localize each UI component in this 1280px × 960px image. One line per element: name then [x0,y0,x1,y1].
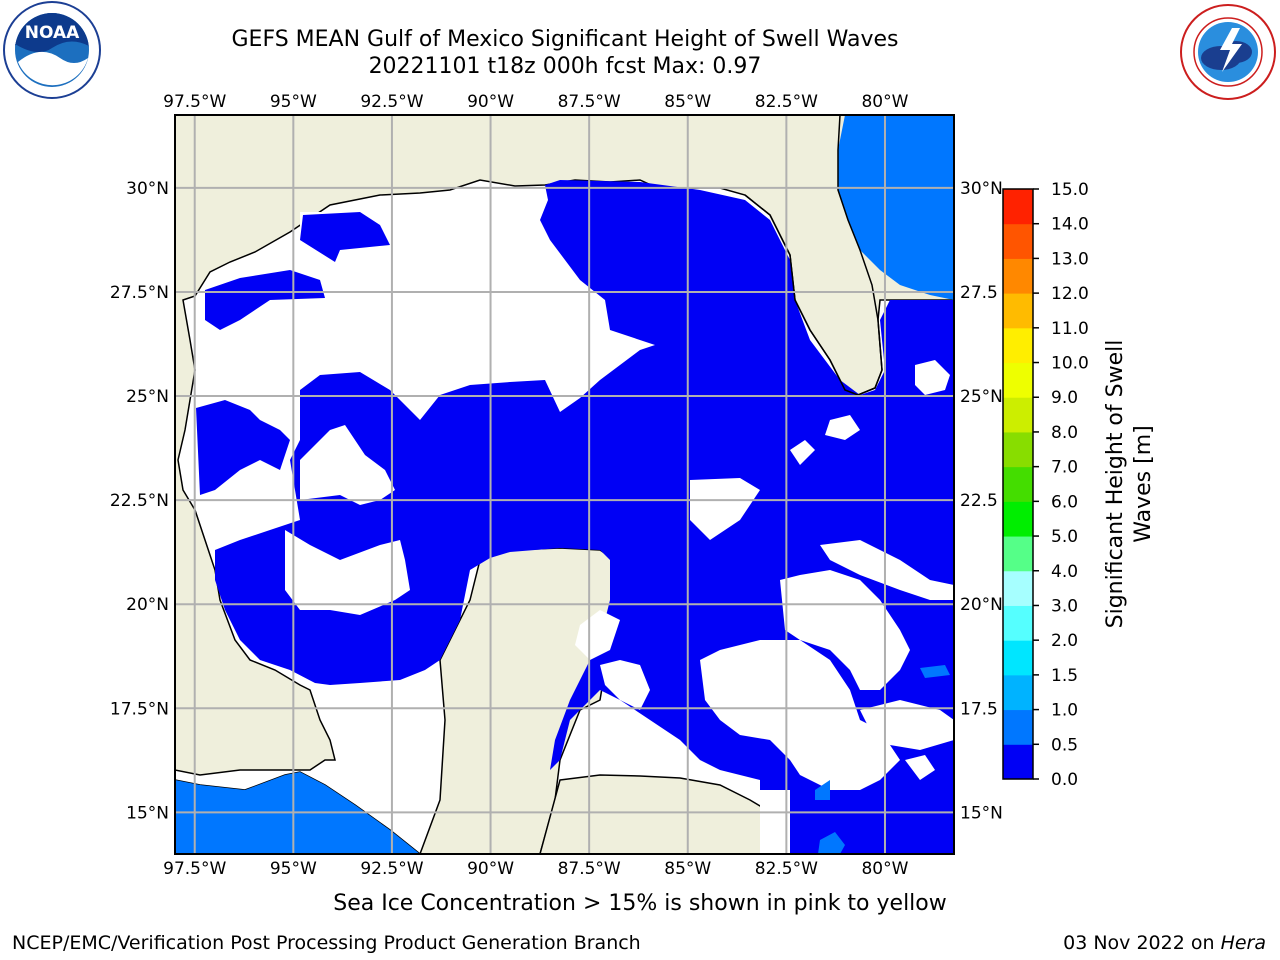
colorbar-tick-label: 15.0 [1051,180,1089,200]
colorbar-frame [1002,188,1034,780]
lon-label-top: 90°W [467,92,514,112]
colorbar-segment [1003,327,1033,364]
colorbar-tick-label: 5.0 [1051,527,1078,547]
lon-label-top: 82.5°W [755,92,818,112]
lon-label-top: 95°W [270,92,317,112]
colorbar-tick-label: 8.0 [1051,423,1078,443]
colorbar-tick-label: 7.0 [1051,458,1078,478]
colorbar-segment [1003,189,1033,225]
footer-host: Hera [1220,932,1266,954]
lon-labels-bottom: 97.5°W 95°W 92.5°W 90°W 87.5°W 85°W 82.5°W 80°W [163,859,908,879]
map-frame [174,114,955,855]
lon-label-bottom: 97.5°W [163,859,226,879]
florida-coast [744,115,883,396]
colorbar-tick-label: 2.0 [1051,631,1078,651]
chart-title: GEFS MEAN Gulf of Mexico Significant Hei… [231,27,899,52]
footer-date-text: 03 Nov 2022 on [1063,932,1221,954]
lon-label-top: 85°W [664,92,711,112]
colorbar-tick-label: 9.0 [1051,388,1078,408]
colorbar-segment [1003,501,1033,537]
lat-label-left: 22.5°N [110,491,169,511]
colorbar-tick-label: 1.5 [1051,666,1078,686]
colorbar-tick-label: 10.0 [1051,354,1089,374]
lon-label-top: 87.5°W [558,92,621,112]
lat-label-right: 15°N [960,803,1003,823]
colorbar-segment [1003,709,1033,745]
swell-zero-patches [285,360,954,854]
lat-label-left: 25°N [126,387,169,407]
chart-subtitle: 20221101 t18z 000h fcst Max: 0.97 [368,54,762,79]
colorbar-label-line2: Waves [m] [1131,425,1156,542]
colorbar-segment [1003,431,1033,468]
colorbar-segment [1003,744,1033,780]
colorbar-segment [1003,570,1033,606]
lat-label-right: 22.5 [960,491,998,511]
colorbar-label-line1: Significant Height of Swell [1103,340,1128,629]
colorbar-tick-label: 13.0 [1051,249,1089,269]
lon-label-bottom: 87.5°W [558,859,621,879]
colorbar-tick-label: 0.5 [1051,735,1078,755]
lat-label-right: 30°N [960,179,1003,199]
colorbar-segment [1003,258,1033,294]
colorbar-tick-label: 12.0 [1051,284,1089,304]
noaa-logo-text: NOAA [25,23,80,43]
colorbar-segment [1003,466,1033,502]
nws-logo-icon [1180,4,1276,100]
lon-label-top: 80°W [861,92,908,112]
lon-label-bottom: 92.5°W [360,859,423,879]
colorbar-segment [1003,362,1033,398]
lon-labels-top: 97.5°W 95°W 92.5°W 90°W 87.5°W 85°W 82.5°W 80°W [163,92,908,112]
sea-ice-note: Sea Ice Concentration > 15% is shown in … [333,891,947,916]
lat-label-left: 27.5°N [110,283,169,303]
colorbar-tick-label: 3.0 [1051,596,1078,616]
lat-label-left: 20°N [126,595,169,615]
lon-label-bottom: 85°W [664,859,711,879]
colorbar-segment [1003,605,1033,641]
colorbar-segment [1003,640,1033,676]
lon-label-bottom: 95°W [270,859,317,879]
colorbar-tick-label: 4.0 [1051,562,1078,582]
lat-label-left: 17.5°N [110,699,169,719]
lat-labels-left: 30°N 27.5°N 25°N 22.5°N 20°N 17.5°N 15°N [110,179,169,824]
footer-credit: NCEP/EMC/Verification Post Processing Pr… [12,932,641,954]
colorbar-tick-label: 14.0 [1051,215,1089,235]
lon-label-bottom: 82.5°W [755,859,818,879]
lat-label-left: 30°N [126,179,169,199]
lat-label-right: 17.5 [960,699,998,719]
graticule [175,115,954,854]
colorbar-ticks: 0.0 0.5 1.0 1.5 2.0 3.0 4.0 5.0 6.0 7.0 8.0 9.0 10.0… [1033,180,1089,790]
colorbar-segment [1003,397,1033,433]
colorbar-tick-label: 11.0 [1051,319,1089,339]
lon-label-bottom: 90°W [467,859,514,879]
lat-label-right: 20°N [960,595,1003,615]
central-america-land [539,774,781,854]
lat-label-left: 15°N [126,803,169,823]
colorbar-segment [1003,536,1033,572]
colorbar-segment [1003,674,1033,711]
lon-label-top: 92.5°W [360,92,423,112]
lat-labels-right: 30°N 27.5 25°N 22.5 20°N 17.5 15°N [960,179,1003,824]
noaa-logo-icon: NOAA [3,1,101,99]
lon-label-bottom: 80°W [861,859,908,879]
lat-label-right: 25°N [960,387,1003,407]
colorbar [1003,189,1033,780]
colorbar-segment [1003,293,1033,329]
colorbar-tick-label: 6.0 [1051,492,1078,512]
colorbar-segment [1003,223,1033,259]
colorbar-tick-label: 1.0 [1051,701,1078,721]
lon-label-top: 97.5°W [163,92,226,112]
lat-label-right: 27.5 [960,283,998,303]
footer-date: 03 Nov 2022 on Hera [1063,932,1266,954]
colorbar-tick-label: 0.0 [1051,770,1078,790]
